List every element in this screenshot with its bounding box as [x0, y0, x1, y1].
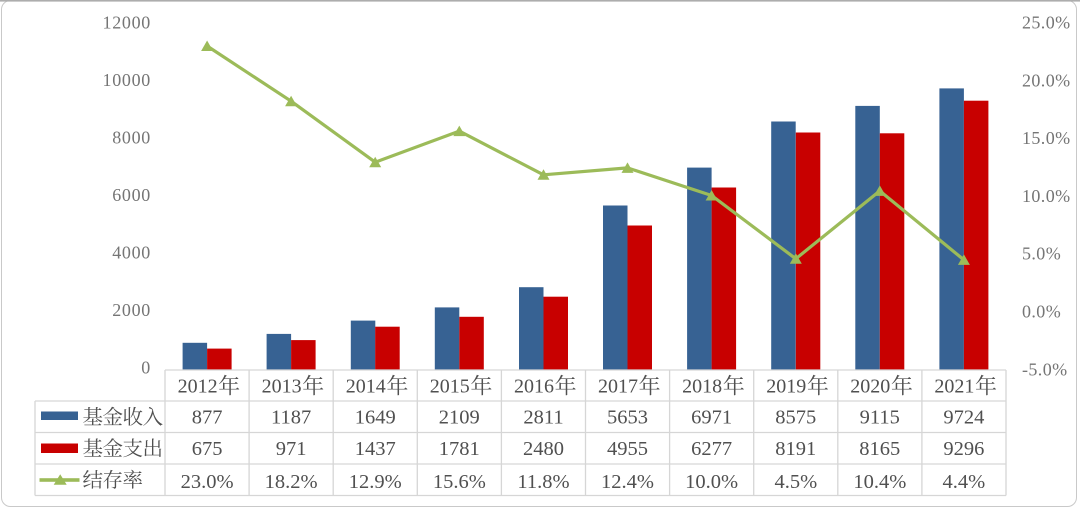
svg-text:10000: 10000	[103, 70, 152, 90]
svg-text:2480: 2480	[523, 438, 564, 460]
svg-text:4.4%: 4.4%	[943, 471, 986, 493]
svg-text:10.4%: 10.4%	[853, 471, 906, 493]
svg-text:2019: 2019	[766, 375, 806, 397]
svg-text:8000: 8000	[112, 127, 151, 147]
svg-text:4000: 4000	[112, 242, 151, 262]
svg-text:1187: 1187	[271, 407, 311, 429]
svg-text:18.2%: 18.2%	[265, 471, 318, 493]
svg-text:12.9%: 12.9%	[349, 471, 402, 493]
svg-text:2014: 2014	[346, 375, 386, 397]
svg-text:4.5%: 4.5%	[774, 471, 817, 493]
svg-text:25.0%: 25.0%	[1022, 13, 1071, 33]
svg-text:1781: 1781	[439, 438, 480, 460]
svg-text:2013: 2013	[262, 375, 302, 397]
svg-text:-5.0%: -5.0%	[1022, 359, 1068, 379]
svg-text:10.0%: 10.0%	[1022, 186, 1071, 206]
svg-text:2012: 2012	[178, 375, 218, 397]
svg-text:0: 0	[141, 357, 151, 377]
svg-text:6277: 6277	[691, 438, 732, 460]
svg-text:1649: 1649	[355, 407, 396, 429]
svg-text:0.0%: 0.0%	[1022, 302, 1061, 322]
svg-text:971: 971	[276, 438, 307, 460]
svg-text:23.0%: 23.0%	[181, 471, 234, 493]
svg-text:15.0%: 15.0%	[1022, 128, 1071, 148]
svg-text:8575: 8575	[775, 407, 816, 429]
svg-text:5.0%: 5.0%	[1022, 244, 1061, 264]
svg-text:8191: 8191	[775, 438, 816, 460]
svg-text:2017: 2017	[598, 375, 638, 397]
svg-text:8165: 8165	[859, 438, 900, 460]
svg-text:6971: 6971	[691, 407, 732, 429]
svg-text:9724: 9724	[943, 407, 984, 429]
svg-text:2021: 2021	[934, 375, 974, 397]
svg-text:20.0%: 20.0%	[1022, 70, 1071, 90]
svg-text:4955: 4955	[607, 438, 648, 460]
svg-text:2000: 2000	[112, 300, 151, 320]
svg-text:12000: 12000	[103, 12, 152, 32]
svg-text:1437: 1437	[355, 438, 396, 460]
svg-text:5653: 5653	[607, 407, 648, 429]
svg-text:11.8%: 11.8%	[517, 471, 569, 493]
svg-text:9115: 9115	[860, 407, 900, 429]
svg-text:6000: 6000	[112, 185, 151, 205]
svg-text:877: 877	[192, 407, 223, 429]
svg-text:675: 675	[192, 438, 223, 460]
svg-text:9296: 9296	[943, 438, 984, 460]
svg-text:2018: 2018	[682, 375, 722, 397]
svg-text:2811: 2811	[523, 407, 563, 429]
svg-text:12.4%: 12.4%	[601, 471, 654, 493]
svg-text:2020: 2020	[850, 375, 890, 397]
svg-text:2016: 2016	[514, 375, 554, 397]
svg-text:2109: 2109	[439, 407, 480, 429]
svg-text:15.6%: 15.6%	[433, 471, 486, 493]
svg-text:2015: 2015	[430, 375, 470, 397]
svg-text:10.0%: 10.0%	[685, 471, 738, 493]
